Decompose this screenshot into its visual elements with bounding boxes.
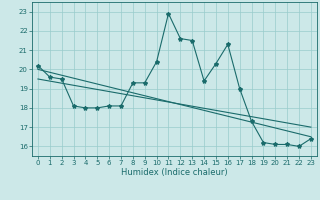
X-axis label: Humidex (Indice chaleur): Humidex (Indice chaleur) [121, 168, 228, 177]
